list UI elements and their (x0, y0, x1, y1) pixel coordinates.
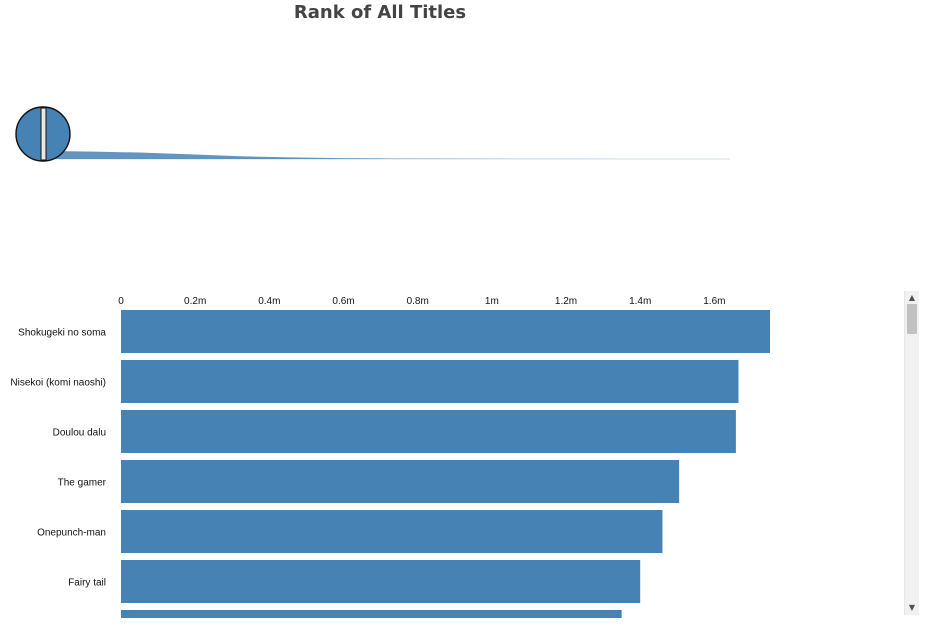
x-tick-label: 1.2m (555, 296, 577, 307)
bar[interactable] (121, 410, 736, 453)
bar[interactable] (121, 360, 739, 403)
category-label: Doulou dalu (53, 428, 106, 439)
bar[interactable] (121, 460, 680, 503)
x-tick-label: 0.2m (184, 296, 206, 307)
category-label: Nisekoi (komi naoshi) (10, 378, 106, 389)
bar[interactable] (121, 310, 770, 353)
overview-brush-bar[interactable] (40, 107, 47, 161)
overview-area (45, 151, 730, 159)
bar-chart-area[interactable]: 0 0.2m 0.4m 0.6m 0.8m 1m 1.2m 1.4m 1.6m Shokugek… (0, 288, 900, 618)
chart-title: Rank of All Titles (293, 2, 467, 23)
scroll-down-arrow-icon[interactable]: ▼ (908, 603, 916, 612)
category-label: Onepunch-man (37, 528, 106, 539)
x-tick-label: 0.6m (332, 296, 354, 307)
category-label: Fairy tail (68, 578, 106, 589)
bar[interactable] (121, 560, 641, 603)
overview-chart (15, 106, 730, 162)
x-tick-label: 1m (485, 296, 499, 307)
scroll-thumb[interactable] (907, 304, 917, 334)
x-tick-label: 1.4m (629, 296, 651, 307)
scroll-up-arrow-icon[interactable]: ▲ (908, 293, 916, 302)
x-tick-label: 0.4m (258, 296, 280, 307)
category-label: Shokugeki no soma (18, 328, 106, 339)
category-label: The gamer (58, 478, 107, 489)
vertical-scrollbar[interactable]: ▲ ▼ (904, 291, 919, 615)
x-tick-label: 0.8m (407, 296, 429, 307)
x-tick-label: 1.6m (703, 296, 725, 307)
bar-chart: 0 0.2m 0.4m 0.6m 0.8m 1m 1.2m 1.4m 1.6m Shokugek… (10, 296, 770, 618)
bar[interactable] (121, 610, 622, 618)
bar[interactable] (121, 510, 663, 553)
x-tick-label: 0 (118, 296, 124, 307)
